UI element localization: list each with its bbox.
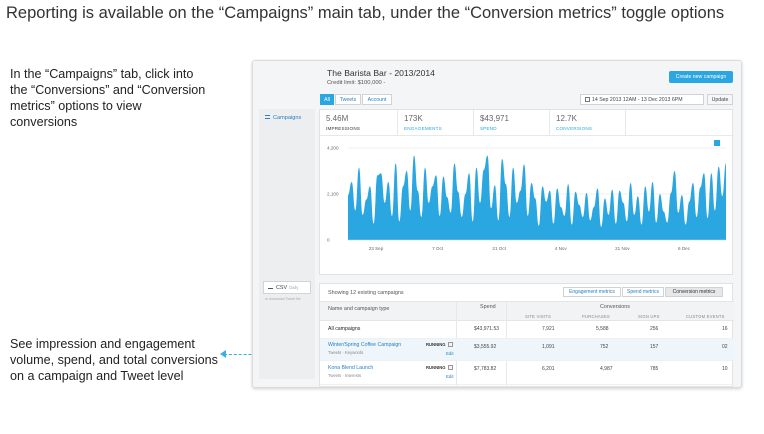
- campaign-name: All campaigns: [328, 326, 361, 332]
- edit-link[interactable]: Edit: [446, 351, 454, 356]
- campaign-type: Tweets · Keywords: [328, 350, 364, 355]
- filter-tab-tweets[interactable]: Tweets: [335, 94, 361, 105]
- stat-label: SPEND: [480, 126, 497, 131]
- filter-tab-account[interactable]: Account: [362, 94, 392, 105]
- impressions-chart: 4,200 2,100 0 23 Sep 7 Oct 21 Oct 4 Nov 21 Nov 6…: [327, 146, 726, 251]
- purchases-cell: 752: [600, 344, 609, 350]
- ads-dashboard-screenshot: The Barista Bar - 2013/2014 Credit limit…: [252, 60, 742, 388]
- status-text: RUNNING: [426, 342, 446, 347]
- update-button[interactable]: Update: [707, 94, 733, 105]
- table-row[interactable]: Winter/Spring Coffee Campaign Tweets · K…: [320, 339, 734, 361]
- x-tick-label: 21 Nov: [615, 246, 630, 251]
- csv-hint[interactable]: or download Tweet file: [265, 297, 301, 301]
- header-conversions: Conversions: [600, 304, 630, 310]
- site-visits-cell: 1,091: [542, 344, 555, 350]
- header-site-visits[interactable]: SITE VISITS: [525, 314, 551, 319]
- campaign-name-link[interactable]: Kona Blend Launch: [328, 365, 374, 371]
- stat-value: 173K: [404, 114, 423, 123]
- account-title: The Barista Bar - 2013/2014: [327, 68, 435, 78]
- conversion-metrics-toggle[interactable]: Conversion metrics: [665, 287, 723, 297]
- date-range-picker[interactable]: 14 Sep 2013 12AM - 13 Dec 2013 6PM: [580, 94, 704, 105]
- credit-limit[interactable]: Credit limit: $100,000 -: [327, 80, 386, 86]
- campaign-count: Showing 12 existing campaigns: [328, 290, 404, 296]
- stat-engagements[interactable]: 173K ENGAGEMENTS: [398, 110, 474, 136]
- header-spend[interactable]: Spend: [480, 304, 496, 310]
- campaign-type: Tweets · Interests: [328, 373, 362, 378]
- x-tick-label: 4 Nov: [555, 246, 568, 251]
- y-tick-label: 2,100: [327, 192, 339, 197]
- sign-ups-cell: 157: [650, 344, 659, 350]
- sidebar-item-label: Campaigns: [273, 115, 302, 121]
- stat-value: 12.7K: [556, 114, 577, 123]
- pause-icon[interactable]: [447, 342, 453, 347]
- arrow-head: [220, 350, 226, 358]
- header-name[interactable]: Name and campaign type: [328, 306, 390, 312]
- calendar-icon: [585, 97, 590, 102]
- spend-cell: $43,971.53: [474, 326, 500, 332]
- x-tick-label: 21 Oct: [492, 246, 506, 251]
- x-tick-label: 6 Dec: [678, 246, 691, 251]
- csv-download-button[interactable]: CSV Daily: [263, 281, 311, 294]
- filter-tab-all[interactable]: All: [320, 94, 334, 105]
- stat-conversions[interactable]: 12.7K CONVERSIONS: [550, 110, 626, 136]
- status-badge[interactable]: RUNNING: [426, 342, 453, 347]
- purchases-cell: 5,588: [596, 326, 609, 332]
- edit-link[interactable]: Edit: [446, 374, 454, 379]
- stat-spend[interactable]: $43,971 SPEND: [474, 110, 550, 136]
- stat-label: ENGAGEMENTS: [404, 126, 442, 131]
- sign-ups-cell: 256: [650, 326, 659, 332]
- csv-sub-label: Daily: [289, 285, 299, 290]
- spend-metrics-toggle[interactable]: Spend metrics: [622, 287, 664, 297]
- stat-value: $43,971: [480, 114, 509, 123]
- sign-ups-cell: 785: [650, 366, 659, 372]
- custom-events-cell: 02: [722, 344, 728, 350]
- dashboard-header: The Barista Bar - 2013/2014 Credit limit…: [253, 61, 741, 91]
- spend-cell: $3,555.92: [474, 344, 497, 350]
- description-note: See impression and engagement volume, sp…: [10, 337, 218, 383]
- stat-label: IMPRESSIONS: [326, 126, 361, 131]
- x-tick-label: 23 Sep: [369, 246, 384, 251]
- download-icon: [268, 284, 273, 289]
- date-range-text: 14 Sep 2013 12AM - 13 Dec 2013 6PM: [592, 97, 683, 103]
- stat-row: [320, 110, 734, 136]
- list-icon: [265, 115, 270, 119]
- engagement-metrics-toggle[interactable]: Engagement metrics: [563, 287, 621, 297]
- spend-cell: $7,783.82: [474, 366, 497, 372]
- sidebar-item-campaigns[interactable]: Campaigns: [265, 115, 301, 121]
- campaign-name-link[interactable]: Winter/Spring Coffee Campaign: [328, 342, 402, 348]
- stat-impressions[interactable]: 5.46M IMPRESSIONS: [320, 110, 398, 136]
- header-sign-ups[interactable]: SIGN UPS: [638, 314, 660, 319]
- y-tick-label: 4,200: [327, 146, 339, 151]
- sidebar: Campaigns CSV Daily or download Tweet fil…: [259, 109, 315, 379]
- table-row[interactable]: Kona Blend Launch Tweets · Interests RUN…: [320, 361, 734, 385]
- purchases-cell: 4,987: [600, 366, 613, 372]
- slide-title: Reporting is available on the “Campaigns…: [6, 4, 725, 22]
- legend-swatch[interactable]: [714, 140, 720, 146]
- csv-label: CSV: [276, 285, 288, 291]
- create-campaign-button[interactable]: Create new campaign: [669, 71, 733, 83]
- site-visits-cell: 6,201: [542, 366, 555, 372]
- campaigns-table-panel: Showing 12 existing campaigns Engagement…: [319, 283, 734, 387]
- custom-events-cell: 10: [722, 366, 728, 372]
- site-visits-cell: 7,921: [542, 326, 555, 332]
- header-purchases[interactable]: PURCHASES: [582, 314, 610, 319]
- stat-value: 5.46M: [326, 114, 349, 123]
- table-header: Name and campaign type Spend Conversions…: [320, 301, 734, 321]
- custom-events-cell: 16: [722, 326, 728, 332]
- instruction-note: In the “Campaigns” tab, click into the “…: [10, 67, 206, 129]
- status-badge[interactable]: RUNNING: [426, 365, 453, 370]
- y-tick-label: 0: [327, 238, 330, 243]
- x-tick-label: 7 Oct: [432, 246, 444, 251]
- pause-icon[interactable]: [447, 365, 453, 370]
- table-row[interactable]: All campaigns $43,971.53 7,921 5,588 256…: [320, 321, 734, 339]
- stats-panel: 5.46M IMPRESSIONS 173K ENGAGEMENTS $43,9…: [319, 109, 734, 275]
- stat-label: CONVERSIONS: [556, 126, 593, 131]
- header-custom-events[interactable]: CUSTOM EVENTS: [686, 314, 725, 319]
- impressions-area-series[interactable]: [348, 155, 726, 240]
- status-text: RUNNING: [426, 365, 446, 370]
